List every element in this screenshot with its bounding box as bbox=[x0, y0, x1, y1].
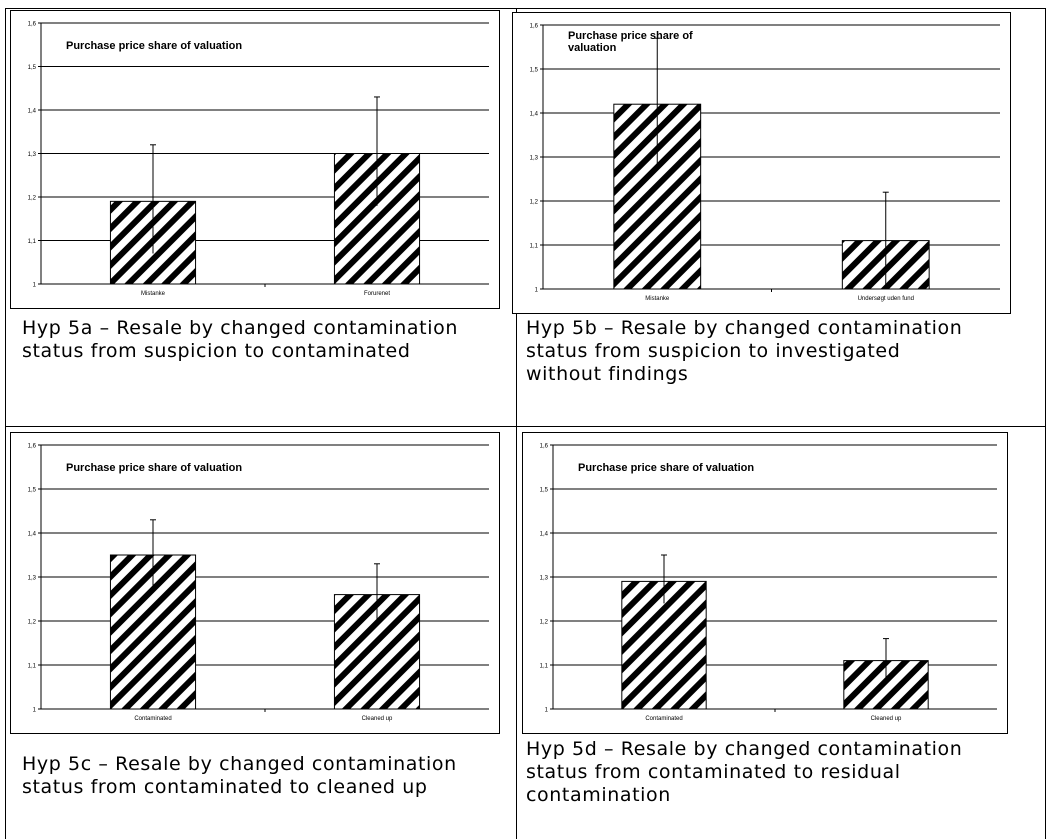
y-tick-label: 1,6 bbox=[530, 24, 539, 30]
y-tick-label: 1,1 bbox=[540, 664, 549, 670]
y-tick-label: 1,1 bbox=[28, 664, 37, 670]
y-tick-label: 1,6 bbox=[540, 444, 549, 450]
x-tick-label: Mistanke bbox=[645, 296, 670, 302]
y-tick-label: 1,2 bbox=[540, 620, 549, 626]
y-tick-label: 1,2 bbox=[28, 196, 37, 202]
y-tick-label: 1,4 bbox=[530, 112, 539, 118]
y-tick-label: 1 bbox=[545, 708, 549, 714]
x-tick-label: Contaminated bbox=[645, 716, 682, 722]
y-tick-label: 1,3 bbox=[28, 152, 37, 158]
chart-title: Purchase price share of valuation bbox=[66, 40, 242, 52]
y-tick-label: 1 bbox=[535, 288, 539, 294]
chart-hyp-5b: 1 1,1 1,2 1,3 1,4 1,5 1,6 Mistanke Undersøgt ude… bbox=[512, 12, 1011, 314]
y-tick-label: 1,3 bbox=[530, 156, 539, 162]
y-tick-label: 1,2 bbox=[28, 620, 37, 626]
caption-hyp-5c: Hyp 5c – Resale by changed contamination… bbox=[22, 753, 457, 798]
y-tick-label: 1,5 bbox=[28, 488, 37, 494]
chart-svg: 1 1,1 1,2 1,3 1,4 1,5 1,6 Mistanke Forurenet Purc… bbox=[28, 22, 489, 297]
chart-title: Purchase price share of valuation bbox=[66, 462, 242, 474]
y-tick-label: 1,1 bbox=[28, 239, 37, 245]
table-row-divider bbox=[5, 426, 1046, 427]
y-tick-label: 1,2 bbox=[530, 200, 539, 206]
y-tick-label: 1,5 bbox=[28, 65, 37, 71]
chart-svg: 1 1,1 1,2 1,3 1,4 1,5 1,6 Contaminated Cleaned u… bbox=[540, 444, 997, 722]
chart-title-line: Purchase price share of valuation bbox=[578, 462, 754, 474]
x-tick-label: Contaminated bbox=[134, 716, 171, 722]
table-border-top bbox=[5, 8, 1046, 9]
chart-title-line: Purchase price share of bbox=[568, 30, 693, 42]
x-tick-label: Cleaned up bbox=[362, 716, 393, 722]
chart-title-line: Purchase price share of valuation bbox=[66, 462, 242, 474]
x-tick-label: Mistanke bbox=[141, 291, 166, 297]
y-tick-label: 1 bbox=[33, 708, 37, 714]
x-tick-label: Undersøgt uden fund bbox=[858, 296, 914, 302]
y-tick-label: 1,4 bbox=[28, 109, 37, 115]
chart-svg: 1 1,1 1,2 1,3 1,4 1,5 1,6 Contaminated Cleaned u… bbox=[28, 444, 489, 722]
table-border-left bbox=[5, 8, 6, 839]
table-border-right bbox=[1045, 8, 1046, 839]
y-tick-label: 1,4 bbox=[28, 532, 37, 538]
y-tick-label: 1,1 bbox=[530, 244, 539, 250]
y-tick-label: 1,6 bbox=[28, 444, 37, 450]
chart-title: Purchase price share of valuation bbox=[568, 30, 693, 54]
chart-title-line: valuation bbox=[568, 42, 617, 54]
y-tick-label: 1,4 bbox=[540, 532, 549, 538]
x-tick-label: Forurenet bbox=[364, 291, 390, 297]
y-tick-label: 1,6 bbox=[28, 22, 37, 28]
y-tick-label: 1,3 bbox=[540, 576, 549, 582]
chart-title: Purchase price share of valuation bbox=[578, 462, 754, 474]
chart-svg: 1 1,1 1,2 1,3 1,4 1,5 1,6 Mistanke Undersøgt ude… bbox=[530, 24, 1000, 302]
caption-hyp-5b: Hyp 5b – Resale by changed contamination… bbox=[526, 317, 963, 385]
y-tick-label: 1,3 bbox=[28, 576, 37, 582]
caption-hyp-5d: Hyp 5d – Resale by changed contamination… bbox=[526, 738, 963, 806]
chart-title-line: Purchase price share of valuation bbox=[66, 40, 242, 52]
y-tick-label: 1,5 bbox=[540, 488, 549, 494]
table-border-middle bbox=[516, 8, 517, 839]
y-tick-label: 1,5 bbox=[530, 68, 539, 74]
x-tick-label: Cleaned up bbox=[871, 716, 902, 722]
y-tick-label: 1 bbox=[33, 283, 37, 289]
chart-hyp-5a: 1 1,1 1,2 1,3 1,4 1,5 1,6 Mistanke Forurenet Purc… bbox=[10, 10, 500, 309]
chart-hyp-5c: 1 1,1 1,2 1,3 1,4 1,5 1,6 Contaminated Cleaned u… bbox=[10, 432, 500, 734]
caption-hyp-5a: Hyp 5a – Resale by changed contamination… bbox=[22, 317, 458, 362]
chart-hyp-5d: 1 1,1 1,2 1,3 1,4 1,5 1,6 Contaminated Cleaned u… bbox=[522, 432, 1008, 734]
